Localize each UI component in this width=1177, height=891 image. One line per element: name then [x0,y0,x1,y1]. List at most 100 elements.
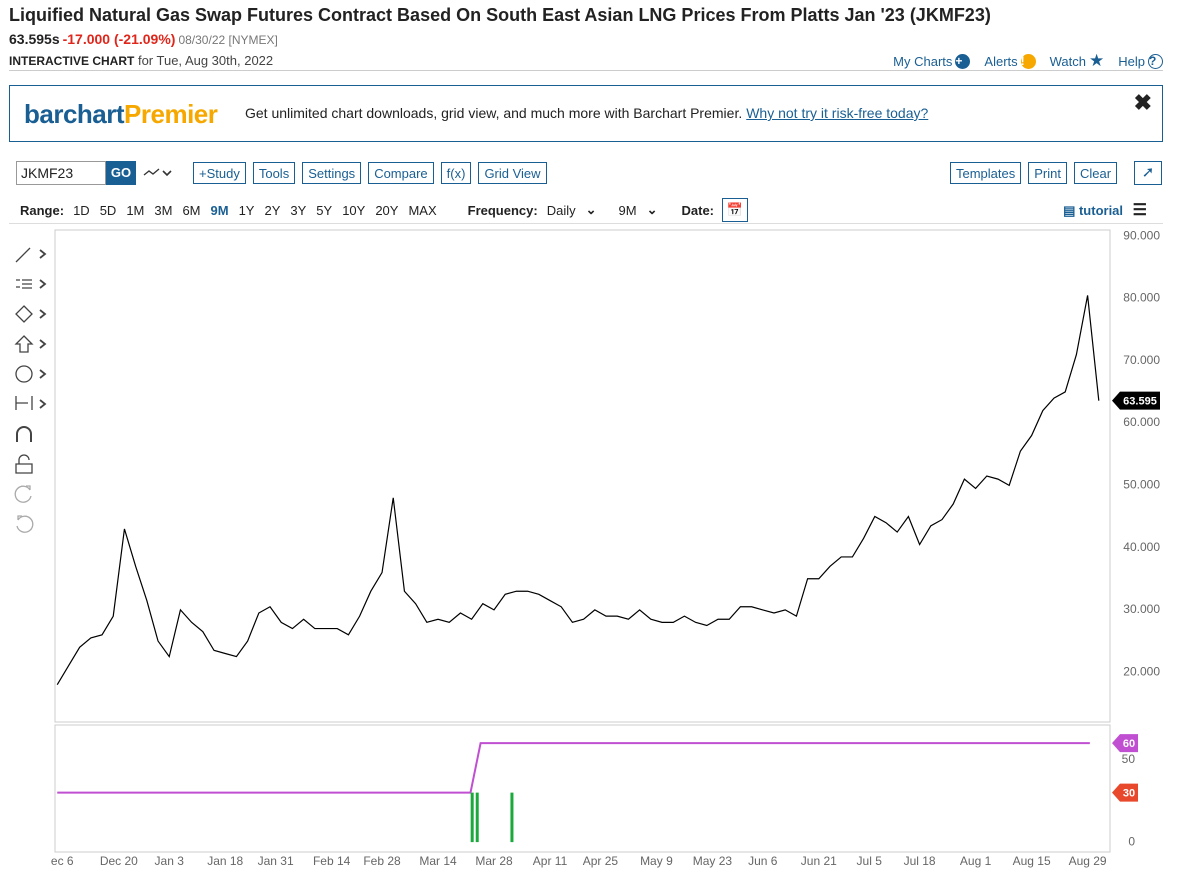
toolbar-button[interactable]: Compare [368,162,434,184]
range-option[interactable]: 5D [99,202,117,218]
page-title: Liquified Natural Gas Swap Futures Contr… [9,5,991,25]
x-tick-label: Jul 18 [904,854,936,868]
x-tick-label: Dec 20 [100,854,138,868]
x-tick-label: Jul 5 [857,854,883,868]
value-tag [1112,783,1138,802]
plus-icon: + [955,53,971,69]
arrow-tool[interactable] [14,335,34,353]
lock-tool[interactable] [15,454,33,474]
banner-text: Get unlimited chart downloads, grid view… [245,105,928,121]
y-tick-label: 30.000 [1123,602,1160,616]
drawing-tools [14,247,47,533]
value-tag-label: 60 [1123,738,1135,750]
date-button[interactable]: 📅 [722,198,749,222]
price-change: -17.000 (-21.09%) [62,31,176,47]
x-tick-label: ec 6 [51,854,74,868]
nav-text: Alerts [984,53,1018,69]
chevron: ⌄ [585,202,597,217]
logo-a: barchart [24,99,125,129]
x-tick-label: Aug 29 [1069,854,1107,868]
toolbar-button[interactable]: Templates [950,162,1022,184]
range-bar: Range: 1D 5D 1M 3M 6M 9M 1Y 2Y 3Y 5Y 10Y 20Y MAX Fre… [20,198,749,222]
toolbar-button[interactable]: f(x) [440,162,472,184]
toolbar-button[interactable]: +Study [193,162,246,184]
range-option[interactable]: 6M [182,202,201,218]
symbol-input[interactable]: JKMF23 [16,161,106,185]
y-tick-label: 0 [1128,834,1135,848]
y-tick-label: 40.000 [1123,540,1160,554]
x-tick-label: May 9 [640,854,673,868]
banner: barchartPremier Get unlimited chart down… [9,85,1163,142]
redo-tool[interactable] [16,515,34,533]
banner-link[interactable]: Why not try it risk-free today? [746,105,929,121]
period-select[interactable]: 9M [618,202,637,218]
y-tick-label: 50 [1122,752,1136,766]
tutorial-link[interactable]: ▤ tutorial ☰ [1063,202,1147,219]
range-option[interactable]: 1M [126,202,145,218]
indicator-bar [510,792,514,843]
date-exchange: 08/30/22 [NYMEX] [178,33,278,47]
range-option[interactable]: 20Y [375,202,399,218]
text-tool[interactable] [15,365,33,383]
nav-link[interactable]: Help? [1118,51,1163,71]
frequency-select[interactable]: Daily [546,202,576,218]
range-option[interactable]: 2Y [264,202,281,218]
measure-tool[interactable] [15,396,33,410]
value-tag [1112,391,1160,410]
range-option[interactable]: MAX [408,202,437,218]
value-tag [1112,734,1138,753]
magnet-tool[interactable] [16,426,32,442]
indicator-bar [475,792,479,843]
subtitle-date: for Tue, Aug 30th, 2022 [137,53,274,68]
toolbar-button[interactable]: Settings [302,162,362,184]
undo-tool[interactable] [14,485,32,503]
range-option[interactable]: 1D [73,202,90,218]
x-tick-label: Apr 11 [533,854,568,868]
y-tick-label: 60.000 [1123,415,1160,429]
nav: My Charts + Alerts! Watch ★ Help? [893,51,1163,71]
date-label: Date: [681,202,715,218]
toolbar-button[interactable]: Tools [252,162,296,184]
nav-text: My Charts [893,53,953,69]
logo: barchartPremier [24,99,218,130]
nav-link[interactable]: Watch ★ [1050,51,1105,71]
fullscreen-button[interactable]: ➚ [1134,161,1162,185]
nav-link[interactable]: My Charts + [893,51,971,71]
x-tick-label: Aug 15 [1013,854,1051,868]
toolbar-button[interactable]: Grid View [478,162,547,184]
chevron: ⌄ [646,202,658,217]
nav-link[interactable]: Alerts! [984,51,1036,71]
divider [9,70,1163,71]
go-button[interactable]: GO [106,161,136,185]
toolbar-button[interactable]: Print [1028,162,1067,184]
price-frame [54,229,1111,723]
x-tick-label: Jan 31 [258,854,294,868]
toolbar-buttons: +Study Tools Settings Compare f(x) Grid View [193,162,547,184]
banner-message: Get unlimited chart downloads, grid view… [245,105,743,121]
alert-icon: ! [1020,53,1036,69]
range-option[interactable]: 5Y [316,202,333,218]
star-icon: ★ [1089,51,1105,70]
last-price: 63.595s [9,31,60,47]
subtitle: INTERACTIVE CHART for Tue, Aug 30th, 202… [9,53,273,68]
x-tick-label: Feb 14 [313,854,351,868]
range-option[interactable]: 9M [210,202,229,218]
range-option[interactable]: 10Y [342,202,366,218]
subtitle-bold: INTERACTIVE CHART [9,54,135,68]
range-option[interactable]: 3M [154,202,173,218]
range-option[interactable]: 3Y [290,202,307,218]
x-tick-label: Jun 21 [801,854,837,868]
shape-tool[interactable] [15,305,33,323]
toolbar-button[interactable]: Clear [1073,162,1118,184]
y-tick-label: 70.000 [1123,353,1160,367]
line-tool[interactable] [15,247,31,263]
y-tick-label: 50.000 [1123,478,1160,492]
close-button[interactable]: ✖ [1133,90,1152,115]
fib-tool[interactable] [16,279,32,289]
menu-icon[interactable]: ☰ [1132,202,1147,219]
chart-type-icon[interactable] [142,166,174,180]
range-option[interactable]: 1Y [238,202,255,218]
y-tick-label: 20.000 [1123,664,1160,678]
price-line [56,295,1100,685]
